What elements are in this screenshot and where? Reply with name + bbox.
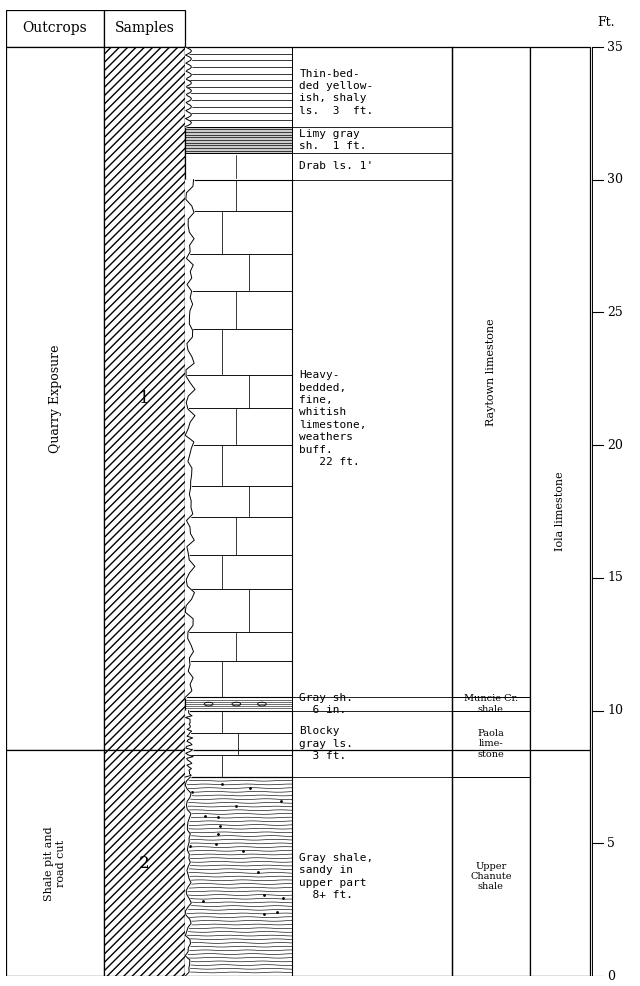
Bar: [185, 755, 292, 777]
Bar: [104, 47, 185, 750]
Bar: [185, 485, 292, 517]
Bar: [6, 47, 104, 750]
Bar: [185, 375, 292, 408]
Text: Drab ls. 1': Drab ls. 1': [300, 162, 374, 172]
Bar: [185, 733, 292, 755]
Bar: [185, 697, 292, 711]
Text: 15: 15: [607, 572, 623, 585]
Bar: [452, 47, 530, 976]
Text: Shale pit and
road cut: Shale pit and road cut: [44, 826, 66, 900]
Text: Iola limestone: Iola limestone: [555, 471, 565, 551]
Text: Limy gray
sh.  1 ft.: Limy gray sh. 1 ft.: [300, 129, 367, 151]
Bar: [185, 291, 292, 329]
Bar: [185, 555, 292, 589]
Bar: [185, 47, 292, 126]
Bar: [185, 153, 292, 179]
Text: Samples: Samples: [115, 22, 174, 35]
Text: 35: 35: [607, 40, 623, 53]
Bar: [185, 662, 292, 697]
Text: Paola
lime-
stone: Paola lime- stone: [477, 729, 504, 759]
Text: Raytown limestone: Raytown limestone: [486, 318, 496, 426]
Bar: [185, 517, 292, 555]
Bar: [6, 10, 104, 47]
Bar: [185, 329, 292, 375]
Bar: [104, 750, 185, 976]
Bar: [185, 408, 292, 445]
Text: 30: 30: [607, 174, 623, 186]
Bar: [6, 750, 104, 976]
Bar: [185, 126, 292, 153]
Bar: [104, 10, 185, 47]
Text: Muncie Cr.
shale: Muncie Cr. shale: [464, 694, 518, 714]
Bar: [185, 711, 292, 733]
Text: Heavy-
bedded,
fine,
whitish
limestone,
weathers
buff.
   22 ft.: Heavy- bedded, fine, whitish limestone, …: [300, 371, 367, 467]
Text: 2: 2: [139, 855, 150, 872]
Text: 1: 1: [139, 390, 150, 407]
Text: 25: 25: [607, 306, 623, 319]
Text: Outcrops: Outcrops: [22, 22, 88, 35]
Bar: [185, 254, 292, 291]
Bar: [185, 211, 292, 254]
Bar: [185, 179, 292, 211]
Text: Gray sh.
  6 in.: Gray sh. 6 in.: [300, 693, 353, 715]
Text: Gray shale,
sandy in
upper part
  8+ ft.: Gray shale, sandy in upper part 8+ ft.: [300, 853, 374, 900]
Bar: [185, 589, 292, 632]
Bar: [185, 777, 292, 976]
Bar: [530, 47, 589, 976]
Bar: [185, 445, 292, 485]
Text: Upper
Chanute
shale: Upper Chanute shale: [470, 862, 511, 891]
Text: 20: 20: [607, 439, 623, 452]
Bar: [185, 632, 292, 662]
Text: 10: 10: [607, 704, 623, 717]
Text: Blocky
gray ls.
  3 ft.: Blocky gray ls. 3 ft.: [300, 727, 353, 761]
Text: Ft.: Ft.: [597, 17, 615, 30]
Text: 5: 5: [607, 837, 615, 850]
Text: Thin-bed-
ded yellow-
ish, shaly
ls.  3  ft.: Thin-bed- ded yellow- ish, shaly ls. 3 f…: [300, 69, 374, 115]
Text: Quarry Exposure: Quarry Exposure: [49, 344, 61, 453]
Text: 0: 0: [607, 969, 615, 983]
